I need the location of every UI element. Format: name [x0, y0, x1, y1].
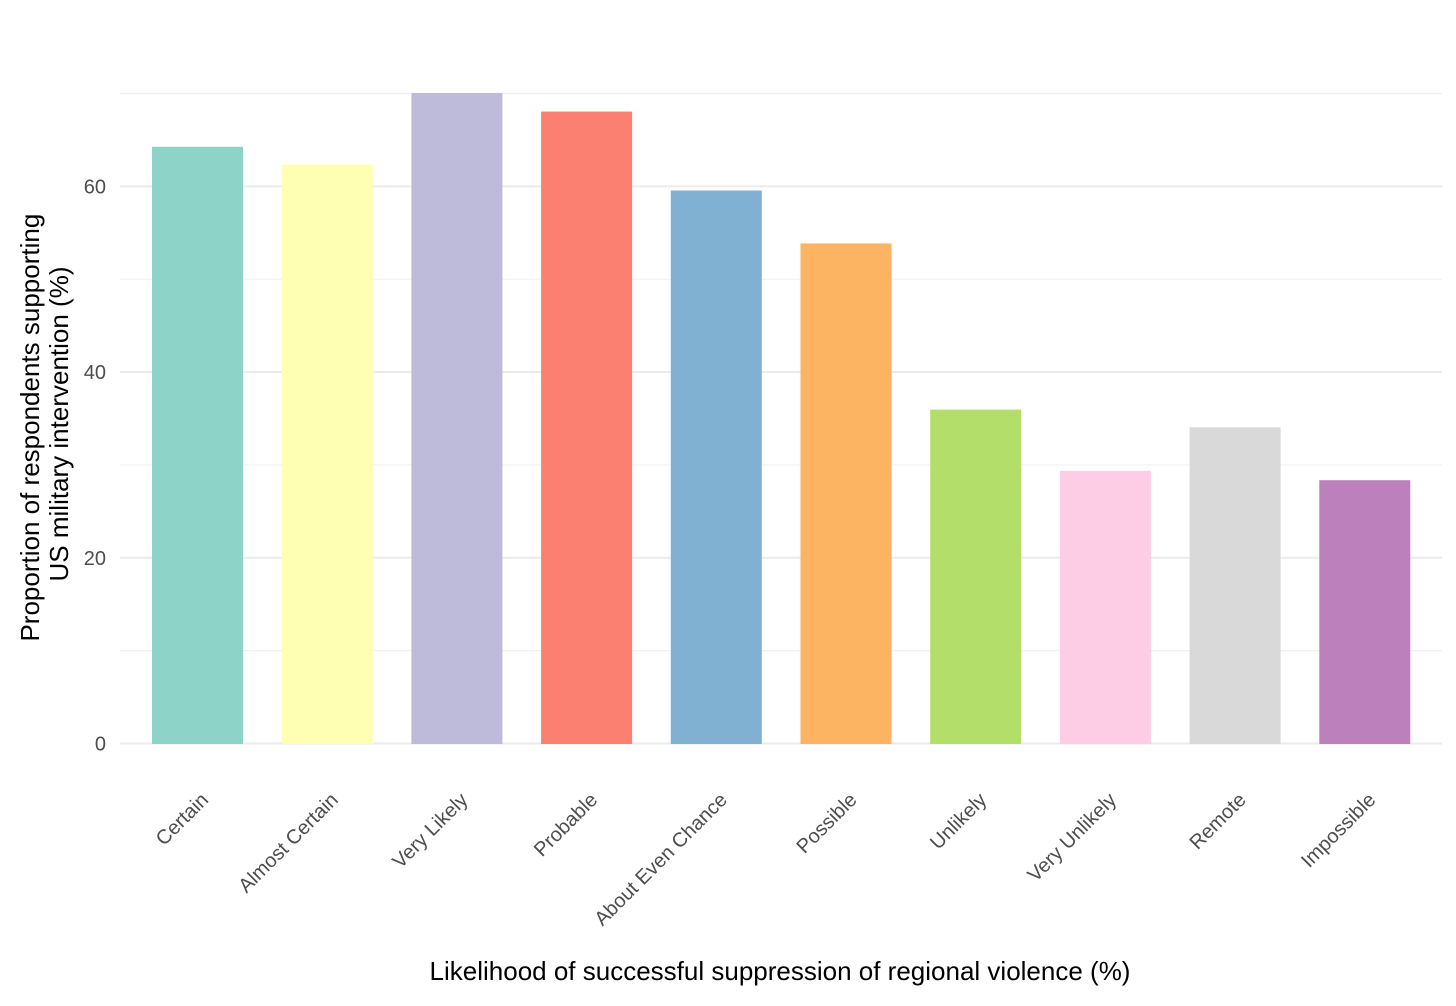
y-tick-label: 0 [95, 734, 106, 756]
x-tick-label: Very Likely [388, 789, 472, 873]
bar-probable [541, 111, 633, 744]
x-tick-labels: Certain Almost Certain Very Likely Probable… [152, 789, 1380, 930]
bar-certain [152, 146, 243, 744]
x-tick-label: Possible [793, 789, 862, 858]
bar-remote [1189, 427, 1281, 744]
x-tick-label: Certain [152, 789, 213, 850]
x-tick-label: Remote [1186, 789, 1251, 854]
y-axis-title-line-2: US military intervention (%) [44, 267, 74, 582]
bar-possible [800, 243, 892, 744]
x-tick-label: Probable [530, 789, 602, 861]
y-axis-title: Proportion of respondents supporting US … [15, 206, 74, 641]
bar-very-likely [411, 92, 503, 745]
x-tick-label: Unlikely [926, 789, 991, 854]
bar-unlikely [930, 409, 1022, 744]
y-axis-title-line-1: Proportion of respondents supporting [15, 214, 45, 642]
y-tick-labels: 0 20 40 60 [84, 176, 106, 755]
y-tick-label: 60 [84, 176, 106, 198]
x-tick-label: Very Unlikely [1024, 789, 1121, 886]
bar-layer [152, 92, 1411, 745]
y-tick-label: 40 [84, 362, 106, 384]
x-tick-label: About Even Chance [590, 789, 731, 930]
x-tick-label: Almost Certain [234, 789, 342, 897]
x-tick-label: Impossible [1297, 789, 1380, 872]
bar-about-even-chance [670, 190, 762, 745]
bar-almost-certain [281, 164, 373, 745]
bar-impossible [1319, 480, 1411, 744]
y-tick-label: 20 [84, 548, 106, 570]
bar-very-unlikely [1059, 470, 1151, 744]
x-axis-title: Likelihood of successful suppression of … [430, 956, 1131, 986]
